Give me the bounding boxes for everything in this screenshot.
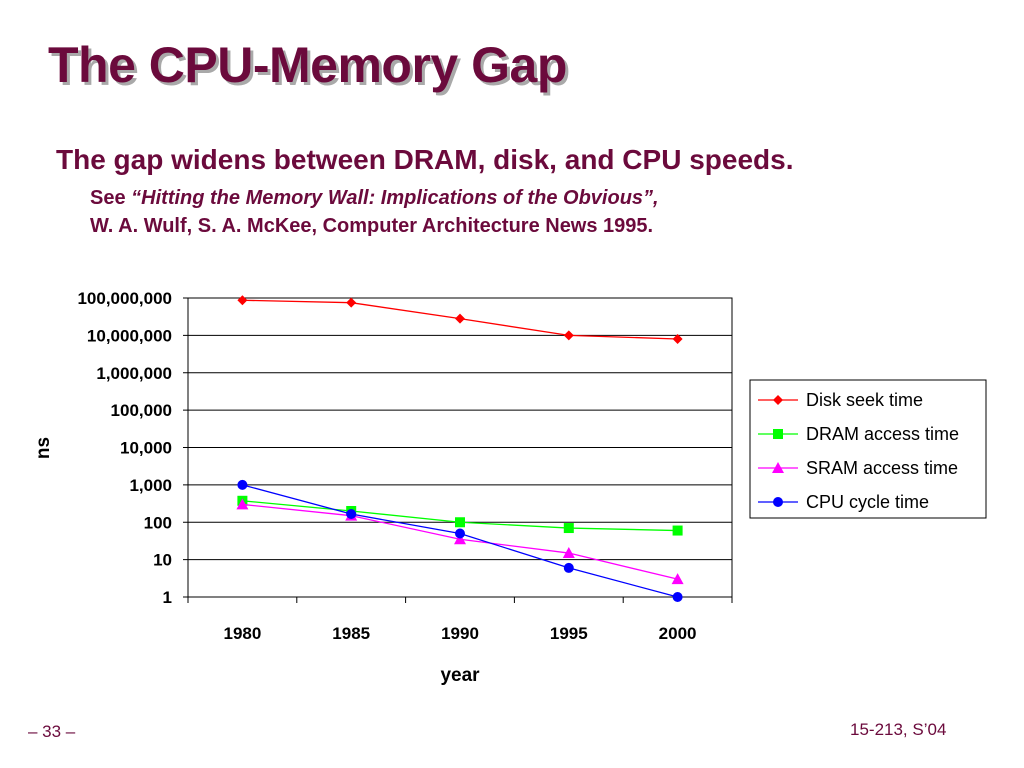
course-label: 15-213, S’04	[850, 720, 947, 739]
slide-title: The CPU-Memory Gap	[48, 37, 567, 93]
legend-marker	[773, 497, 783, 507]
data-point-dram-access-time	[563, 523, 574, 534]
data-point-sram-access-time	[454, 533, 466, 545]
series-cpu-cycle-time	[237, 479, 683, 602]
y-tick-label: 10,000,000	[87, 326, 172, 345]
legend-item-dram-access-time: DRAM access time	[758, 424, 959, 444]
y-tick-label: 100	[144, 513, 172, 532]
citation-title: “Hitting the Memory Wall: Implications o…	[131, 187, 659, 209]
x-tick-label: 1995	[550, 624, 588, 643]
data-point-cpu-cycle-time	[346, 509, 357, 520]
data-point-cpu-cycle-time	[672, 592, 683, 602]
legend-label: CPU cycle time	[806, 492, 929, 512]
y-tick-label: 1,000,000	[96, 364, 172, 383]
y-tick-label: 1,000	[129, 476, 172, 495]
legend-item-cpu-cycle-time: CPU cycle time	[758, 492, 929, 512]
data-point-sram-access-time	[562, 547, 575, 559]
series-sram-access-time	[236, 498, 684, 585]
x-tick-label: 1990	[441, 624, 479, 643]
data-point-dram-access-time	[455, 517, 465, 528]
data-point-cpu-cycle-time	[455, 528, 465, 539]
y-tick-label: 10,000	[120, 439, 172, 458]
citation: See “Hitting the Memory Wall: Implicatio…	[90, 184, 659, 240]
x-tick-label: 1985	[332, 624, 370, 643]
page-number: – 33 –	[28, 722, 76, 741]
data-point-disk-seek-time	[346, 297, 357, 308]
plot-border	[187, 297, 733, 598]
series-group	[236, 295, 684, 602]
axes	[183, 297, 733, 603]
data-point-sram-access-time	[671, 573, 684, 585]
legend-item-sram-access-time: SRAM access time	[758, 458, 958, 478]
data-point-disk-seek-time	[237, 295, 248, 306]
slide-subtitle: The gap widens between DRAM, disk, and C…	[56, 144, 794, 175]
series-disk-seek-time	[237, 295, 683, 344]
y-axis-title: ns	[33, 437, 54, 459]
data-point-disk-seek-time	[672, 333, 683, 344]
tick-labels: 1 10 100 1,000 10,000 100,000 1,000,000 10,000,…	[77, 289, 696, 643]
grid-lines	[188, 297, 732, 598]
legend-box	[749, 379, 987, 519]
x-tick-label: 1980	[223, 624, 261, 643]
data-point-cpu-cycle-time	[237, 479, 248, 490]
x-axis-title: year	[440, 665, 480, 686]
data-point-sram-access-time	[236, 498, 249, 510]
x-tick-label: 2000	[659, 624, 697, 643]
data-point-disk-seek-time	[455, 313, 465, 324]
data-point-cpu-cycle-time	[563, 562, 574, 573]
citation-prefix: See	[90, 187, 132, 209]
citation-line-1: See “Hitting the Memory Wall: Implicatio…	[90, 184, 659, 212]
legend-label: Disk seek time	[806, 390, 923, 410]
legend-marker	[773, 429, 783, 439]
legend-label: SRAM access time	[806, 458, 958, 478]
legend-item-disk-seek-time: Disk seek time	[758, 390, 923, 410]
data-point-disk-seek-time	[563, 330, 574, 341]
citation-authors: W. A. Wulf, S. A. McKee, Computer Archit…	[90, 215, 654, 237]
y-tick-label: 100,000	[111, 401, 172, 420]
data-point-dram-access-time	[672, 525, 683, 536]
y-tick-label: 10	[153, 551, 172, 570]
y-tick-label: 1	[163, 588, 172, 607]
legend-marker	[772, 462, 784, 473]
legend-marker	[773, 395, 783, 405]
legend-label: DRAM access time	[806, 424, 959, 444]
legend: Disk seek time DRAM access time SRAM acces…	[749, 379, 987, 519]
y-tick-label: 100,000,000	[77, 289, 172, 308]
